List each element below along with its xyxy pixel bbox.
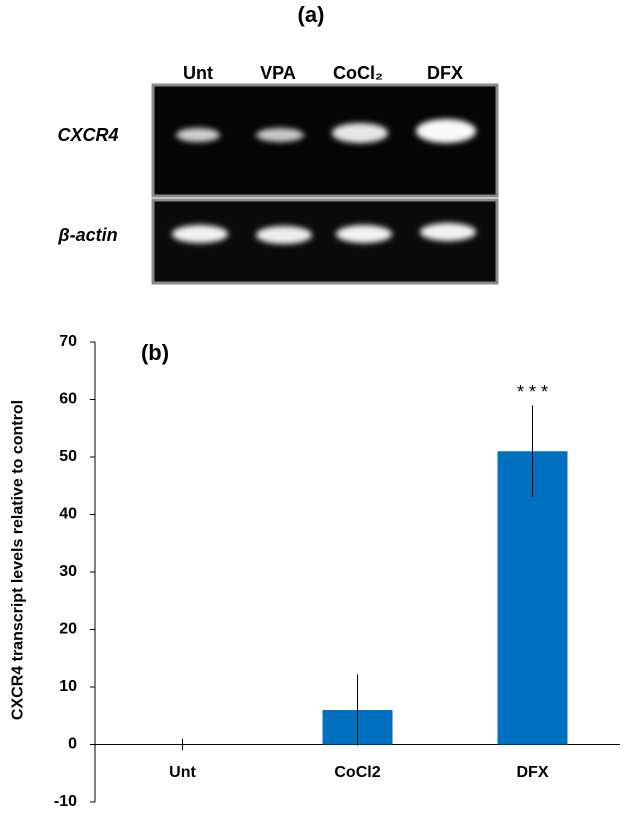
y-tick-label: 50	[59, 448, 77, 465]
row-label: β-actin	[57, 225, 117, 245]
chart-title: (b)	[141, 340, 169, 365]
gel-bands	[172, 119, 476, 244]
x-tick-label: Unt	[169, 764, 196, 781]
y-tick-label: 20	[59, 621, 77, 638]
significance-annotation: * * *	[517, 382, 548, 402]
x-tick-label: CoCl2	[334, 764, 380, 781]
y-tick-label: 60	[59, 391, 77, 408]
lane-label: DFX	[427, 63, 463, 83]
row-label: CXCR4	[57, 125, 118, 145]
lane-label: VPA	[260, 63, 296, 83]
bar	[497, 451, 568, 745]
y-axis-label: CXCR4 transcript levels relative to cont…	[9, 399, 27, 721]
lane-label: CoCl₂	[333, 63, 383, 83]
y-tick-label: 40	[59, 506, 77, 523]
lane-label: Unt	[183, 63, 213, 83]
y-tick-label: 0	[68, 736, 77, 753]
y-tick-label: 70	[59, 333, 77, 350]
y-tick-label: 30	[59, 563, 77, 580]
panel-a-label: (a)	[298, 2, 325, 27]
x-tick-label: DFX	[517, 764, 549, 781]
y-tick-label: -10	[54, 793, 77, 810]
y-tick-label: 10	[59, 678, 77, 695]
